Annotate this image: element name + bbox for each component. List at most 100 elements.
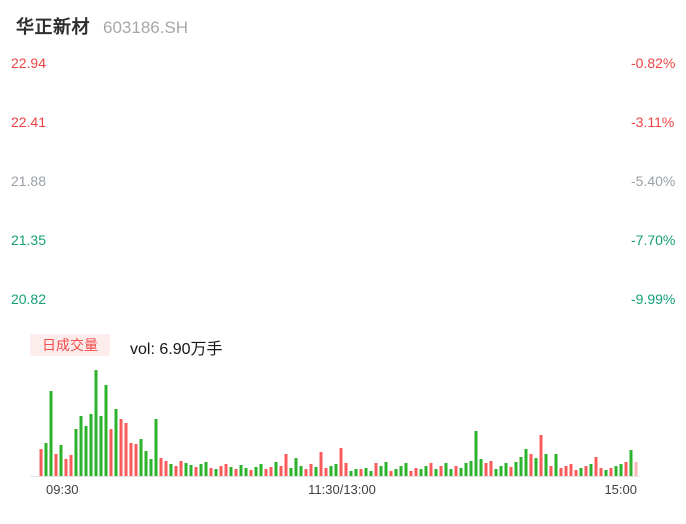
volume-bar: [364, 468, 368, 476]
volume-bar: [239, 465, 243, 476]
volume-bar: [149, 459, 153, 476]
volume-bar: [524, 449, 528, 476]
volume-bar: [229, 467, 233, 476]
time-tick-1130-1300: 11:30/13:00: [308, 482, 376, 497]
volume-bar: [614, 466, 618, 476]
volume-bar: [304, 469, 308, 476]
header: 华正新材 603186.SH: [16, 13, 188, 39]
volume-bar: [224, 464, 228, 476]
volume-bar: [209, 468, 213, 476]
volume-bar: [219, 466, 223, 476]
volume-bar: [69, 455, 73, 476]
volume-bar: [329, 466, 333, 476]
volume-bar: [414, 468, 418, 476]
volume-bar: [389, 471, 393, 476]
volume-bar: [549, 466, 553, 476]
volume-bar: [289, 468, 293, 476]
stock-code: 603186.SH: [103, 18, 189, 37]
volume-bar: [279, 466, 283, 476]
volume-bar: [339, 448, 343, 476]
volume-bar: [499, 466, 503, 476]
volume-bar: [509, 467, 513, 476]
volume-bar: [584, 466, 588, 476]
volume-bar: [234, 469, 238, 476]
volume-bar: [519, 457, 523, 476]
volume-bar: [104, 385, 108, 476]
volume-bar: [569, 464, 573, 476]
volume-bar: [294, 458, 298, 476]
volume-bar: [179, 461, 183, 476]
volume-bar: [554, 454, 558, 476]
volume-bar: [94, 370, 98, 476]
volume-bar: [599, 468, 603, 476]
volume-bar: [604, 470, 608, 476]
volume-bar: [319, 452, 323, 476]
volume-bar: [189, 465, 193, 476]
price-tick-22.41: 22.41: [10, 114, 46, 130]
volume-bar: [464, 463, 468, 476]
pct-tick--5.40: -5.40%: [631, 173, 676, 189]
volume-bar: [539, 435, 543, 476]
volume-bar: [259, 464, 263, 476]
volume-bar: [489, 461, 493, 476]
volume-bar: [269, 467, 273, 476]
volume-bar: [454, 466, 458, 476]
volume-bar: [439, 466, 443, 476]
volume-bar: [424, 466, 428, 476]
volume-bar: [214, 469, 218, 476]
pct-tick--9.99: -9.99%: [631, 291, 676, 307]
volume-bar: [579, 468, 583, 476]
volume-bar: [459, 468, 463, 476]
volume-bar: [274, 462, 278, 476]
volume-bar: [544, 454, 548, 476]
volume-bar: [469, 461, 473, 476]
volume-bar: [374, 463, 378, 476]
volume-bar: [434, 469, 438, 476]
volume-bar: [159, 458, 163, 476]
time-tick-1500: 15:00: [604, 482, 637, 497]
volume-bar: [324, 468, 328, 476]
volume-bar: [399, 466, 403, 476]
volume-bar: [624, 462, 628, 476]
volume-bar: [409, 471, 413, 476]
price-tick-21.35: 21.35: [10, 232, 46, 248]
volume-bar: [484, 463, 488, 476]
price-tick-21.88: 21.88: [10, 173, 46, 189]
volume-bar: [244, 468, 248, 476]
volume-bar: [349, 471, 353, 476]
volume-bar: [184, 463, 188, 476]
volume-bar: [344, 463, 348, 476]
volume-bar: [474, 431, 478, 476]
volume-bar: [529, 454, 533, 476]
volume-bar: [634, 462, 638, 476]
volume-bar: [99, 416, 103, 476]
price-tick-20.82: 20.82: [10, 291, 46, 307]
volume-bar: [449, 469, 453, 476]
pct-tick--7.70: -7.70%: [631, 232, 676, 248]
volume-bar: [54, 454, 58, 476]
volume-bar: [154, 419, 158, 476]
volume-bar: [204, 462, 208, 476]
volume-bar: [169, 464, 173, 476]
volume-bar: [139, 439, 143, 476]
time-tick-0930: 09:30: [46, 482, 79, 497]
volume-bar: [134, 444, 138, 476]
volume-bar: [174, 466, 178, 476]
volume-bar: [64, 459, 68, 476]
volume-bar: [589, 464, 593, 476]
volume-bar: [194, 467, 198, 476]
volume-bar: [254, 467, 258, 476]
volume-bar: [309, 464, 313, 476]
volume-bar: [284, 454, 288, 476]
volume-bar: [429, 463, 433, 476]
volume-bar: [124, 423, 128, 476]
volume-bar: [629, 450, 633, 476]
volume-legend-badge[interactable]: 日成交量: [30, 334, 110, 356]
volume-bar: [314, 467, 318, 476]
volume-bar: [534, 458, 538, 476]
volume-bar: [494, 469, 498, 476]
volume-bar: [504, 463, 508, 476]
volume-bar: [119, 419, 123, 476]
volume-total-label: vol: 6.90万手: [130, 341, 223, 358]
